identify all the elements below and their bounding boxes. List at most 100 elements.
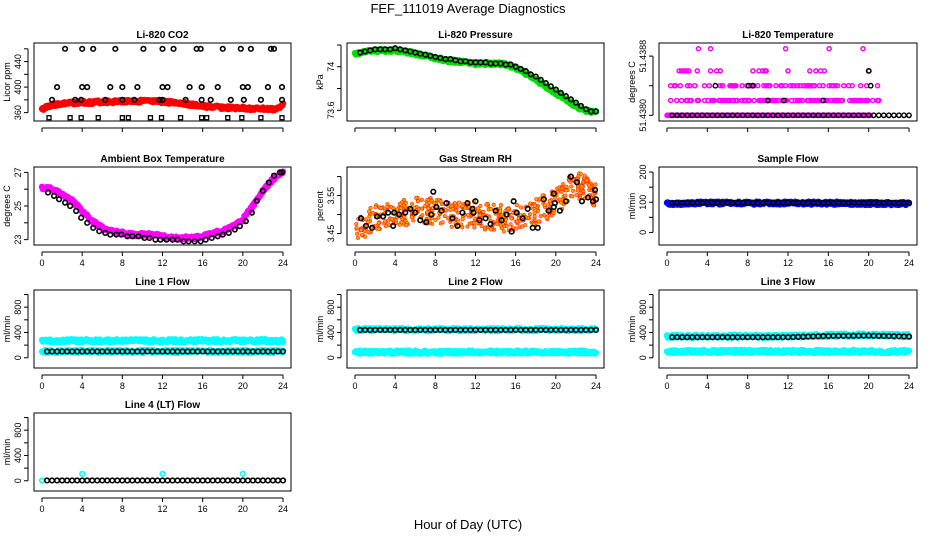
avg-point [229,477,236,484]
avg-point [189,477,196,484]
raw-point [514,226,519,231]
avg-point [472,198,479,205]
avg-point [199,477,206,484]
avg-point [53,84,61,91]
avg-point [104,477,111,484]
avg-point [197,238,204,245]
avg-point [875,112,882,119]
raw-point [466,213,471,218]
avg-point [529,224,536,231]
raw-point [834,82,841,89]
raw-point [532,203,537,208]
avg-point [551,200,558,207]
data-layer [663,198,913,209]
avg-point [124,477,131,484]
panel-title: Line 3 Flow [761,277,816,288]
raw-point [782,45,789,52]
avg-point [152,236,159,243]
raw-point [367,214,372,219]
avg-point [259,187,267,194]
avg-point [67,202,74,210]
avg-point [578,198,586,205]
raw-point [773,97,779,104]
raw-point [491,202,496,207]
avg-point [267,45,275,52]
raw-point [472,225,477,230]
avg-point [231,226,238,233]
avg-point [270,172,278,179]
avg-point [244,84,251,91]
raw-point [488,227,494,232]
avg-point [522,68,529,75]
raw-point [498,223,503,228]
plot-frame [33,42,292,122]
x-tick-label: 8 [433,381,438,391]
avg-point [74,477,81,484]
y-axis-label: ml/min [2,316,12,343]
raw-point [701,82,708,89]
avg-point [380,213,387,220]
avg-point [906,112,912,119]
avg-point [214,477,221,484]
raw-point [239,470,246,477]
avg-point [254,477,261,484]
raw-point [578,171,583,176]
avg-point [870,112,877,119]
avg-point [64,477,71,484]
avg-point [169,477,176,484]
avg-point [242,218,249,225]
avg-point [186,84,193,91]
avg-point [867,82,874,89]
x-tick-label: 8 [745,258,750,268]
raw-point [471,220,476,225]
raw-point [695,45,702,52]
raw-point [839,97,846,104]
raw-point [520,224,525,229]
raw-point [678,97,685,104]
raw-point [159,470,166,477]
avg-point [73,207,80,215]
avg-point [164,477,171,484]
raw-point [711,97,717,104]
avg-point [470,209,477,216]
avg-point [177,115,184,121]
avg-point [532,73,539,80]
avg-point [278,169,286,176]
raw-point [465,224,470,229]
x-tick-label: 16 [198,381,208,391]
avg-point [102,229,109,237]
raw-point [672,82,679,89]
avg-point [84,219,91,226]
avg-point [396,211,403,218]
raw-point [354,221,359,227]
avg-point [540,196,547,203]
avg-point [264,84,272,91]
raw-point [734,97,740,104]
raw-point [667,97,674,104]
avg-point [112,45,119,52]
raw-point [676,68,682,74]
avg-point [79,84,86,91]
plot-frame [33,412,292,492]
x-tick-label: 20 [551,381,561,391]
avg-point [146,234,153,242]
avg-point [248,209,255,216]
avg-point [90,45,97,52]
y-tick-label: 0 [13,355,23,360]
raw-point [563,193,568,198]
y-tick-label: 25 [13,201,23,211]
avg-point [139,477,146,484]
raw-point [773,82,779,89]
avg-point [119,96,126,103]
raw-point [481,209,486,214]
raw-point [578,190,583,195]
avg-point [264,477,272,484]
raw-point [404,223,409,228]
avg-point [140,45,147,52]
avg-point [204,115,210,121]
avg-point [61,45,69,52]
raw-point [755,82,761,89]
raw-point [359,227,364,232]
x-tick-label: 12 [470,258,480,268]
